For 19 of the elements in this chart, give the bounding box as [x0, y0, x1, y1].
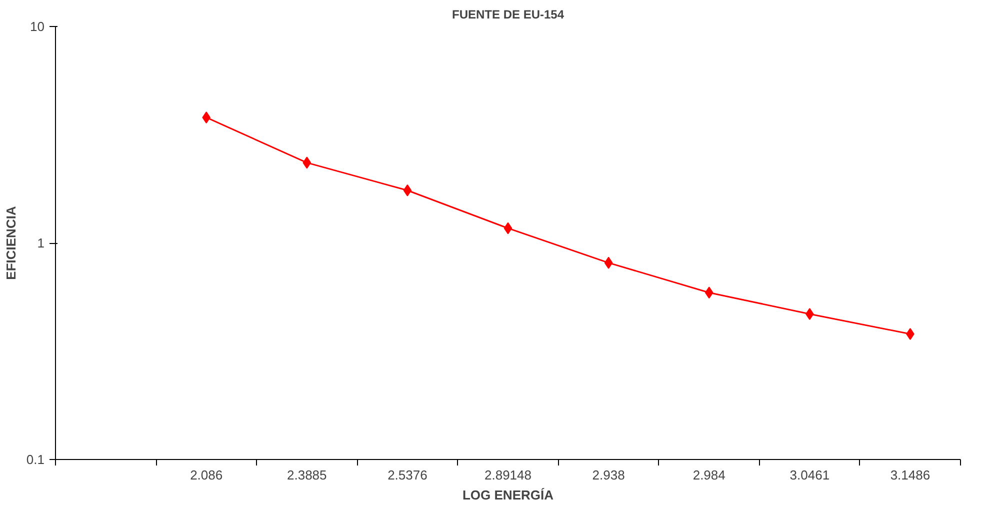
y-tick-label: 1 — [37, 236, 45, 250]
y-tick-label: 0.1 — [26, 452, 45, 467]
y-axis-title: EFICIENCIA — [3, 206, 18, 280]
point — [403, 184, 412, 196]
x-tick-label: 3.0461 — [790, 468, 830, 482]
x-tick-label: 3.1486 — [890, 468, 930, 482]
y-tick-label: 10 — [30, 19, 45, 34]
x-axis-title: LOG ENERGÍA — [462, 488, 554, 502]
point — [302, 156, 312, 169]
x-tick-label: 2.89148 — [484, 468, 532, 482]
x-tick-label: 2.5376 — [388, 468, 428, 482]
point — [704, 286, 714, 299]
x-tick-label: 2.984 — [692, 468, 726, 482]
point — [504, 222, 512, 234]
x-tick-label: 2.3885 — [287, 468, 327, 482]
x-tick-label: 2.086 — [190, 468, 223, 482]
x-tick-label: 2.938 — [592, 468, 625, 482]
chart-title: FUENTE DE EU-154 — [452, 8, 564, 22]
point — [604, 256, 613, 269]
